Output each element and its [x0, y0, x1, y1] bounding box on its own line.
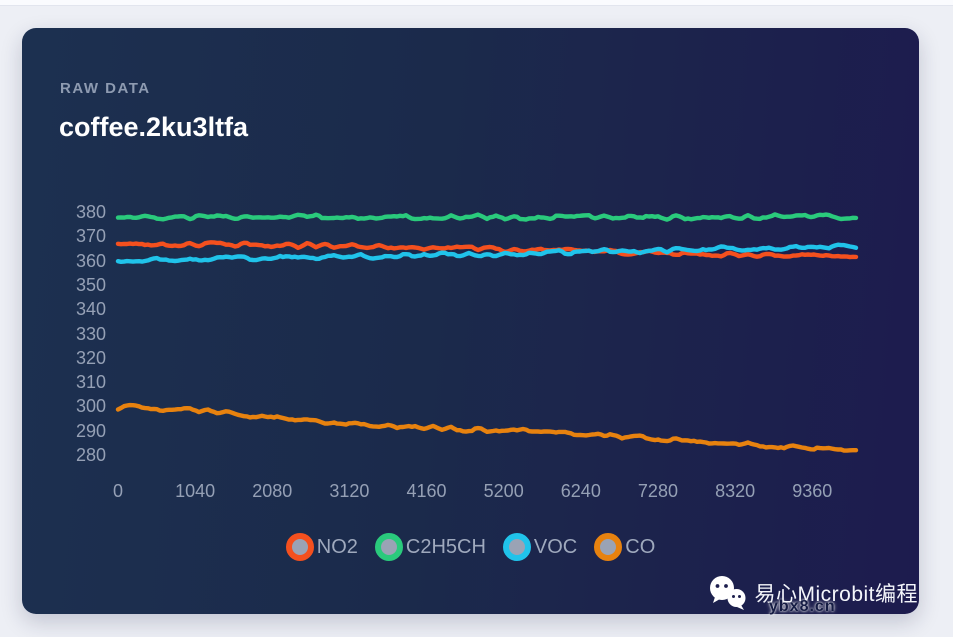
series-line-c2h5ch: [115, 212, 859, 222]
legend-item-co[interactable]: CO: [594, 533, 655, 561]
watermark-brand: 易心Microbit编程: [754, 583, 918, 606]
wechat-icon: [710, 576, 746, 610]
y-axis-tick-label: 320: [75, 347, 106, 368]
x-axis-tick-label: 8320: [715, 481, 756, 501]
y-axis-tick-label: 290: [75, 420, 106, 441]
y-axis-tick-label: 380: [75, 202, 106, 222]
legend-label: CO: [625, 535, 656, 558]
legend-item-voc[interactable]: VOC: [502, 533, 578, 561]
y-axis-tick-label: 360: [75, 250, 106, 271]
x-axis-tick-label: 3120: [329, 481, 370, 501]
legend-swatch-icon: [502, 533, 531, 561]
x-axis-tick-label: 6240: [560, 481, 601, 501]
legend-label: C2H5CH: [405, 535, 486, 558]
x-axis-tick-label: 5200: [483, 481, 524, 501]
y-axis-tick-label: 300: [75, 396, 106, 417]
y-axis-tick-label: 370: [75, 226, 106, 247]
legend-item-no2[interactable]: NO2: [285, 533, 358, 561]
window-top-strip: [0, 0, 953, 6]
series-line-co: [115, 402, 859, 453]
y-axis-tick-label: 330: [75, 323, 106, 344]
legend-swatch-icon: [374, 533, 403, 561]
legend-item-c2h5ch[interactable]: C2H5CH: [374, 533, 486, 561]
chart-title: coffee.2ku3ltfa: [59, 112, 249, 142]
raw-data-card: RAW DATA coffee.2ku3ltfa 380 370 360 350 340…: [22, 28, 919, 614]
x-axis-tick-label: 9360: [792, 481, 833, 501]
chart-legend: NO2 C2H5CH VOC CO: [22, 533, 919, 561]
y-axis-tick-label: 280: [75, 445, 106, 465]
watermark: 易心Microbit编程: [708, 575, 918, 611]
watermark-domain: ybx8.cn: [769, 598, 836, 615]
y-axis-tick-label: 350: [75, 274, 106, 295]
x-axis-tick-label: 1040: [175, 481, 216, 501]
legend-swatch-icon: [594, 533, 623, 561]
legend-swatch-icon: [285, 533, 314, 561]
y-axis-tick-label: 340: [75, 299, 106, 320]
x-axis-tick-label: 0: [112, 481, 123, 501]
legend-label: VOC: [533, 535, 578, 558]
series-line-no2: [115, 240, 859, 260]
line-chart-canvas: [115, 212, 859, 453]
x-axis-tick-label: 2080: [252, 481, 293, 501]
legend-label: NO2: [316, 535, 358, 558]
section-label: RAW DATA: [60, 80, 151, 97]
series-line-voc: [115, 242, 859, 264]
x-axis-tick-label: 7280: [637, 481, 678, 501]
y-axis-tick-label: 310: [75, 372, 106, 393]
x-axis-tick-label: 4160: [406, 481, 447, 501]
